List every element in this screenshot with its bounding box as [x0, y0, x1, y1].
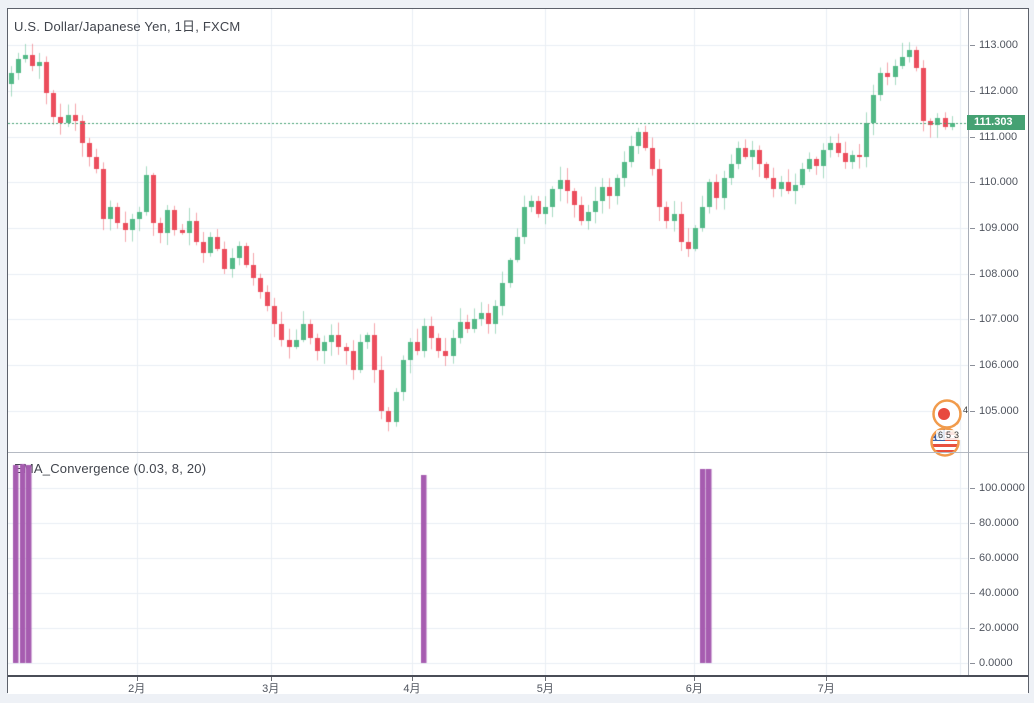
month-tick [412, 677, 413, 681]
main-price-axis[interactable]: 113.000 112.000 111.000 110.000 109.000 108.0… [969, 9, 1029, 675]
chart-canvas[interactable] [8, 9, 968, 675]
price-tick-label: 108.000 [969, 267, 1019, 281]
month-label: 2月 [128, 683, 146, 695]
month-tick [271, 677, 272, 681]
indicator-tick-label: 40.0000 [969, 586, 1019, 600]
price-axis-separator [968, 9, 969, 692]
month-tick [826, 677, 827, 681]
price-tick-label: 112.000 [969, 84, 1018, 98]
last-price-badge: 111.303 [967, 115, 1025, 131]
price-tick-label: 107.000 [969, 312, 1019, 326]
month-tick [137, 677, 138, 681]
price-tick-label: 105.000 [969, 404, 1019, 418]
pane-separator[interactable] [8, 452, 1028, 453]
watermark-digit: 4 [963, 405, 969, 415]
month-label: 6月 [685, 683, 703, 695]
chart-widget: EMA_Convergence (0.03, 8, 20) U.S. Dolla… [7, 8, 1029, 695]
price-tick-label: 109.000 [969, 221, 1019, 235]
month-tick [694, 677, 695, 681]
time-axis[interactable]: 2月 3月 4月 5月 6月 7月 [8, 675, 1028, 695]
indicator-tick-label: 80.0000 [969, 516, 1019, 530]
price-tick-label: 111.000 [969, 130, 1017, 144]
indicator-tick-label: 20.0000 [969, 621, 1019, 635]
indicator-tick-label: 100.0000 [969, 481, 1025, 495]
indicator-tick-label: 0.0000 [969, 656, 1013, 670]
month-label: 3月 [262, 683, 280, 695]
indicator-value-axis[interactable]: 100.0000 80.0000 60.0000 40.0000 20.0000 0.00… [969, 9, 1029, 675]
month-label: 7月 [817, 683, 835, 695]
japan-flag-icon [932, 399, 962, 429]
month-tick [545, 677, 546, 681]
price-tick-label: 110.000 [969, 175, 1018, 189]
price-tick-label: 106.000 [969, 358, 1019, 372]
month-label: 4月 [403, 683, 421, 695]
watermark-digits: 653 [936, 430, 965, 440]
price-tick-label: 113.000 [969, 38, 1018, 52]
month-label: 5月 [536, 683, 554, 695]
indicator-tick-label: 60.0000 [969, 551, 1019, 565]
symbol-title[interactable]: U.S. Dollar/Japanese Yen, 1日, FXCM [14, 19, 241, 34]
